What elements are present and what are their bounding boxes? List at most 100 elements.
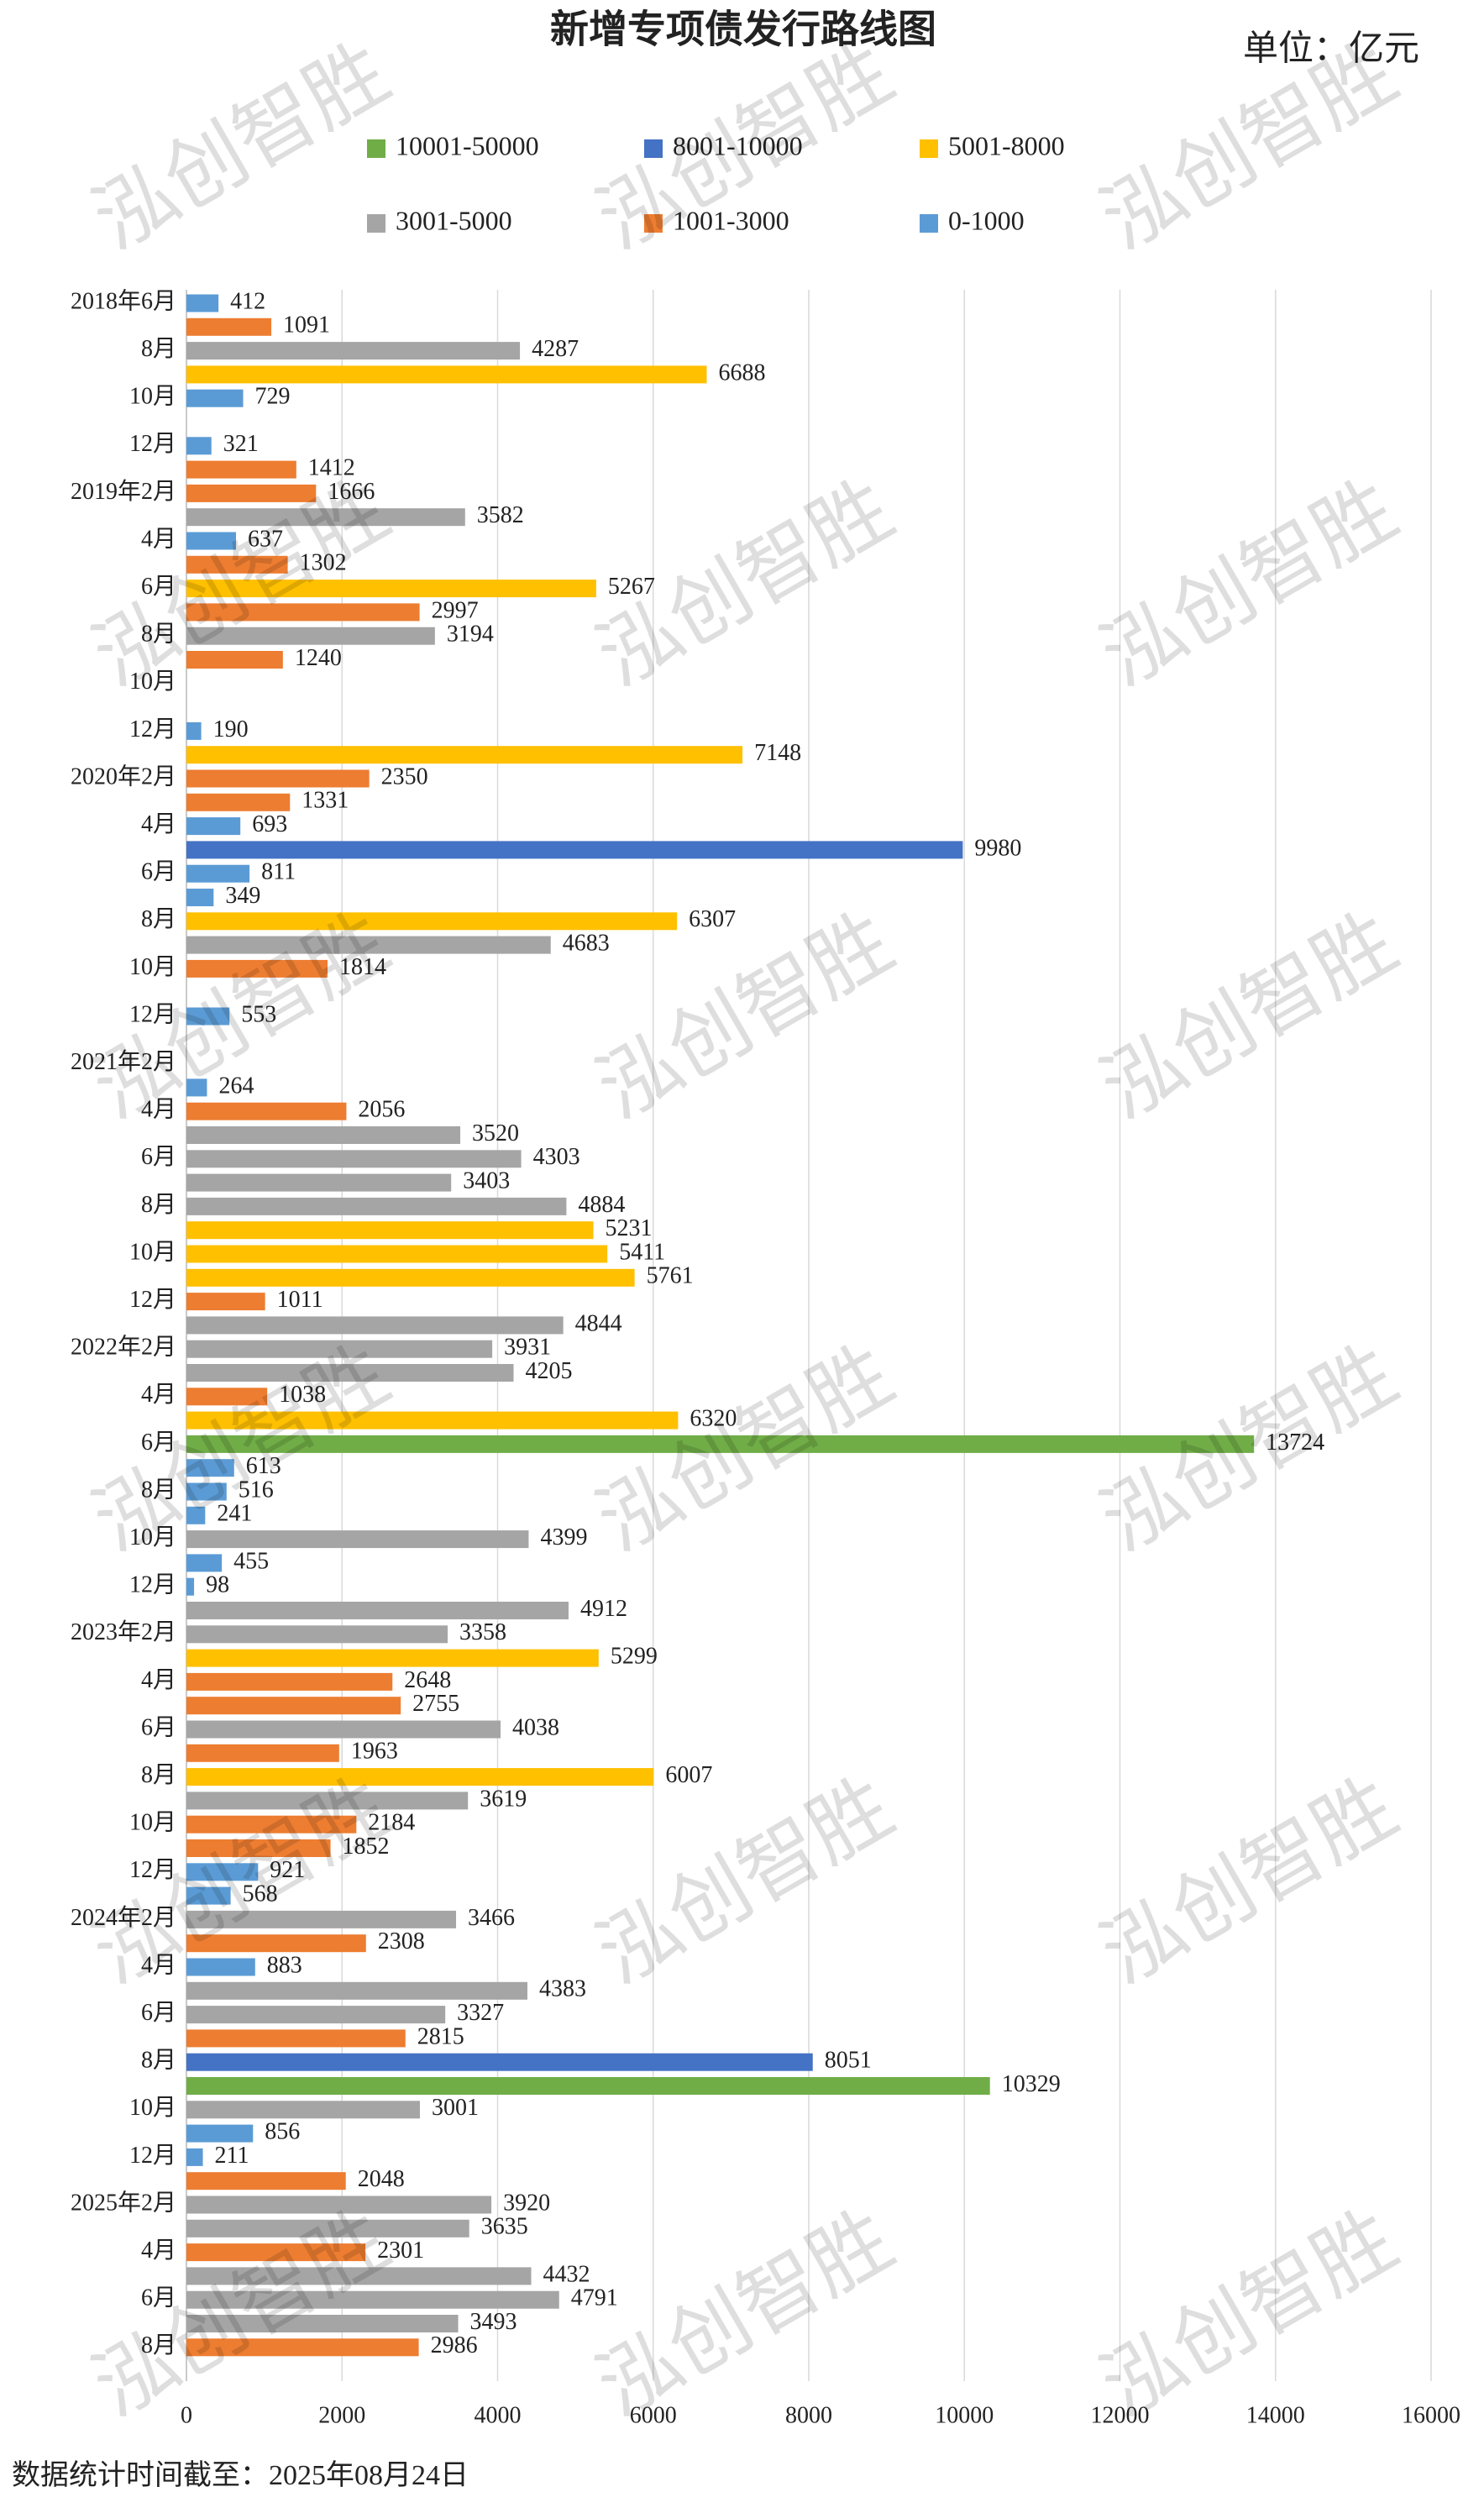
bar xyxy=(186,460,296,479)
y-tick-label: 10月 xyxy=(129,1524,176,1550)
y-tick-label: 12月 xyxy=(129,1001,176,1027)
bar xyxy=(186,1934,366,1953)
bar xyxy=(186,2101,420,2119)
value-label: 13724 xyxy=(1266,1430,1324,1456)
value-label: 5761 xyxy=(647,1263,694,1289)
legend-label: 0-1000 xyxy=(948,205,1025,235)
bar xyxy=(186,1792,469,1810)
bar xyxy=(186,1245,608,1263)
value-label: 3403 xyxy=(463,1168,510,1194)
value-label: 2056 xyxy=(358,1097,405,1123)
y-tick-label: 4月 xyxy=(141,1667,176,1693)
bar xyxy=(186,1482,227,1501)
bar xyxy=(186,2124,254,2143)
bar xyxy=(186,2006,446,2024)
bar xyxy=(186,1839,331,1857)
value-label: 2997 xyxy=(432,597,479,623)
value-label: 2301 xyxy=(377,2238,424,2264)
x-tick-label: 16000 xyxy=(1402,2402,1460,2428)
y-tick-label: 2024年2月 xyxy=(71,1904,176,1931)
legend-label: 1001-3000 xyxy=(673,205,789,235)
value-label: 4205 xyxy=(525,1358,572,1384)
bar xyxy=(186,936,551,954)
y-tick-label: 4月 xyxy=(141,1382,176,1408)
bar xyxy=(186,508,465,527)
bar xyxy=(186,1720,501,1739)
bar xyxy=(186,2315,459,2332)
y-tick-label: 4月 xyxy=(141,1952,176,1978)
value-label: 613 xyxy=(246,1453,281,1479)
value-label: 3619 xyxy=(480,1786,527,1812)
y-tick-label: 6月 xyxy=(141,2285,176,2311)
legend-label: 8001-10000 xyxy=(673,130,803,160)
value-label: 1814 xyxy=(339,954,386,980)
value-label: 1240 xyxy=(295,645,342,671)
bar xyxy=(186,1126,461,1144)
value-label: 2986 xyxy=(431,2332,478,2358)
y-tick-label: 2022年2月 xyxy=(71,1334,176,1361)
value-label: 349 xyxy=(225,883,260,909)
bar xyxy=(186,1649,599,1667)
bar xyxy=(186,1815,357,1834)
x-tick-label: 0 xyxy=(181,2402,192,2428)
value-label: 4383 xyxy=(539,1976,586,2002)
y-tick-label: 2023年2月 xyxy=(71,1618,176,1645)
legend-label: 5001-8000 xyxy=(948,130,1065,160)
value-label: 264 xyxy=(218,1073,254,1099)
value-label: 10329 xyxy=(1002,2071,1061,2097)
x-tick-label: 2000 xyxy=(318,2402,365,2428)
legend-label: 3001-5000 xyxy=(396,205,512,235)
bar xyxy=(186,1221,594,1240)
bar xyxy=(186,1388,268,1406)
bar xyxy=(186,1981,527,2000)
value-label: 2048 xyxy=(358,2166,405,2192)
watermark: 泓创智胜 xyxy=(581,895,908,1137)
value-label: 1038 xyxy=(279,1382,326,1408)
y-tick-label: 6月 xyxy=(141,1430,176,1456)
bar xyxy=(186,484,317,502)
value-label: 3466 xyxy=(468,1905,515,1931)
bar xyxy=(186,2219,469,2238)
value-label: 6320 xyxy=(690,1406,737,1432)
bar xyxy=(186,1530,529,1549)
bar xyxy=(186,1886,231,1905)
bar xyxy=(186,1625,448,1644)
y-tick-label: 8月 xyxy=(141,906,176,932)
value-label: 4683 xyxy=(563,931,610,957)
y-tick-label: 10月 xyxy=(129,1239,176,1265)
value-label: 3358 xyxy=(459,1619,506,1645)
bar xyxy=(186,2290,559,2309)
legend-swatch xyxy=(644,214,663,233)
bar xyxy=(186,841,963,859)
bar xyxy=(186,2267,532,2285)
bar xyxy=(186,1554,223,1572)
bar xyxy=(186,342,521,360)
value-label: 553 xyxy=(241,1001,276,1027)
bar xyxy=(186,1078,207,1097)
value-label: 4399 xyxy=(540,1524,587,1550)
legend-swatch xyxy=(920,214,938,233)
value-label: 3194 xyxy=(447,622,494,648)
x-tick-label: 10000 xyxy=(935,2402,994,2428)
y-tick-label: 6月 xyxy=(141,1144,176,1170)
watermark: 泓创智胜 xyxy=(1085,1760,1412,2002)
bar xyxy=(186,1863,259,1881)
y-tick-label: 8月 xyxy=(141,2332,176,2358)
x-tick-label: 8000 xyxy=(785,2402,832,2428)
bar xyxy=(186,627,435,645)
value-label: 2815 xyxy=(417,2023,464,2049)
bar xyxy=(186,1577,195,1596)
value-label: 321 xyxy=(223,431,259,457)
value-label: 1666 xyxy=(328,479,375,505)
bar xyxy=(186,1364,514,1382)
value-label: 5267 xyxy=(608,574,655,600)
y-tick-label: 12月 xyxy=(129,1857,176,1883)
value-label: 3931 xyxy=(504,1335,551,1361)
bar xyxy=(186,1506,206,1524)
y-tick-label: 6月 xyxy=(141,2000,176,2026)
y-tick-label: 8月 xyxy=(141,1192,176,1218)
value-label: 1011 xyxy=(277,1287,323,1313)
value-label: 2350 xyxy=(381,763,428,790)
legend-swatch xyxy=(644,139,663,158)
value-label: 5411 xyxy=(619,1239,665,1265)
